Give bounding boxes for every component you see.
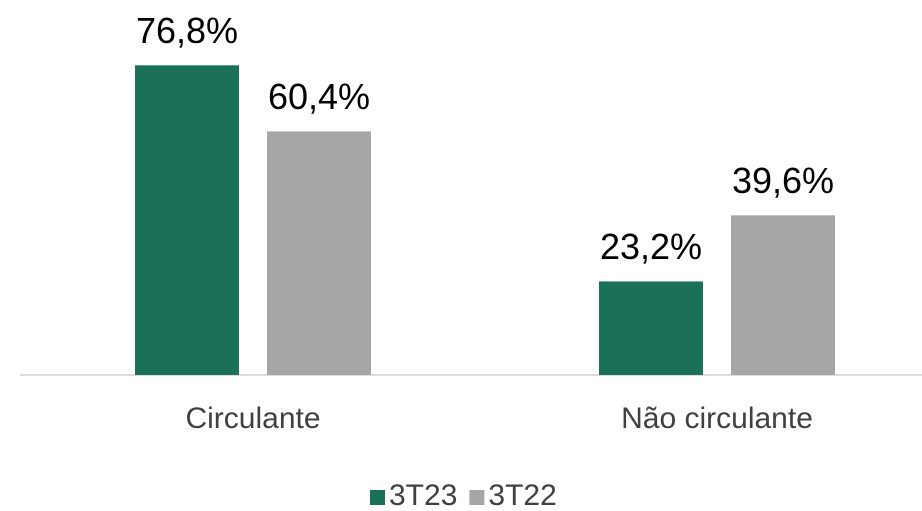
bar <box>731 215 835 375</box>
bar <box>599 281 703 375</box>
bar <box>135 65 239 376</box>
x-tick-label: Circulante <box>185 402 320 435</box>
legend-label: 3T22 <box>488 479 556 511</box>
x-tick-label: Não circulante <box>621 402 813 435</box>
data-label: 39,6% <box>732 160 834 201</box>
bar <box>267 131 371 375</box>
legend-label: 3T23 <box>389 479 457 511</box>
data-label: 23,2% <box>600 226 702 267</box>
data-label: 76,8% <box>136 10 238 51</box>
legend-swatch <box>370 490 385 505</box>
legend-swatch <box>469 490 485 505</box>
data-label: 60,4% <box>268 76 370 117</box>
